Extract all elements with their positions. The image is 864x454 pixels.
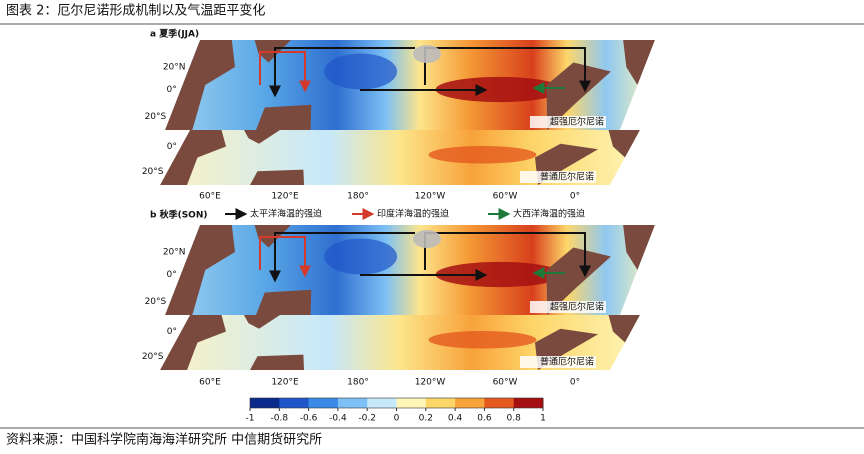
lon-label: 120°W — [415, 192, 446, 202]
convection-cloud — [413, 230, 441, 248]
colorbar-cell — [455, 398, 485, 408]
map-label-bg — [530, 301, 606, 313]
lon-label: 60°E — [199, 192, 221, 202]
colorbar-cell — [337, 398, 368, 408]
legend-label: 太平洋海温的强迫 — [250, 208, 322, 220]
colorbar-cell — [425, 398, 456, 408]
lon-label: 60°E — [199, 378, 221, 388]
map-label: 超强厄尔尼诺 — [550, 116, 604, 128]
land — [623, 40, 655, 85]
land — [244, 315, 280, 329]
lon-label: 120°E — [271, 378, 299, 388]
panel-label: b 秋季(SON) — [150, 209, 207, 221]
colorbar-tick-label: -1 — [246, 414, 255, 424]
lon-label: 180° — [347, 192, 369, 202]
land — [250, 169, 304, 185]
colorbar-tick-label: -0.8 — [271, 414, 289, 424]
colorbar-cell — [484, 398, 515, 408]
indian-arrow — [259, 236, 311, 278]
lon-label: 180° — [347, 378, 369, 388]
map-label-bg — [530, 116, 606, 128]
colorbar-cell — [367, 398, 397, 408]
colorbar-tick-label: -0.4 — [329, 414, 347, 424]
colorbar-tick-label: 0.4 — [448, 414, 463, 424]
map-label: 超强厄尔尼诺 — [550, 301, 604, 313]
colorbar-cell — [308, 398, 339, 408]
lat-label: 20°S — [142, 167, 164, 177]
warm-tongue — [435, 261, 563, 288]
map-label: 普通厄尔尼诺 — [540, 171, 594, 183]
cool-pool — [324, 238, 398, 275]
map-label: 普通厄尔尼诺 — [540, 356, 594, 368]
lat-label: 20°N — [163, 248, 186, 258]
land — [250, 354, 304, 370]
colorbar-tick-label: 0 — [394, 414, 400, 424]
panel-label: a 夏季(JJA) — [150, 28, 199, 40]
warm-tongue — [435, 76, 563, 103]
indian-arrow — [259, 51, 311, 93]
lat-label: 0° — [167, 270, 177, 280]
colorbar-tick-label: 1 — [540, 414, 546, 424]
lat-label: 0° — [167, 142, 177, 152]
warm-tongue — [428, 145, 537, 164]
map — [165, 40, 655, 130]
lon-label: 60°W — [493, 192, 518, 202]
convection-cloud — [413, 45, 441, 63]
colorbar-cell — [513, 398, 544, 408]
legend-label: 大西洋海温的强迫 — [513, 208, 585, 220]
map-label-bg — [520, 356, 596, 368]
cool-pool — [324, 53, 398, 90]
lat-label: 20°S — [142, 352, 164, 362]
colorbar-cell — [396, 398, 427, 408]
circulation-arrow — [424, 47, 591, 93]
figure-title: 图表 2：厄尔尼诺形成机制以及气温距平变化 — [6, 3, 265, 19]
colorbar-tick-label: 0.6 — [477, 414, 492, 424]
land — [608, 130, 640, 158]
circulation-arrow — [269, 232, 415, 283]
land — [608, 315, 640, 343]
source-note: 资料来源：中国科学院南海海洋研究所 中信期货研究所 — [6, 432, 322, 448]
land — [160, 315, 226, 370]
land — [546, 247, 611, 315]
land — [244, 130, 280, 144]
land — [160, 130, 226, 185]
map-label-bg — [520, 171, 596, 183]
lat-label: 0° — [167, 327, 177, 337]
lon-label: 60°W — [493, 378, 518, 388]
colorbar-tick-label: 0.2 — [419, 414, 433, 424]
lon-label: 120°E — [271, 192, 299, 202]
circulation-arrow — [269, 47, 415, 98]
warm-tongue — [428, 330, 537, 349]
lat-label: 20°S — [145, 112, 167, 122]
lat-label: 0° — [167, 85, 177, 95]
lon-label: 120°W — [415, 378, 446, 388]
land — [256, 104, 312, 130]
land — [165, 225, 235, 315]
legend-label: 印度洋海温的强迫 — [377, 208, 449, 220]
colorbar-tick-label: -0.2 — [358, 414, 376, 424]
land — [623, 225, 655, 270]
land — [165, 40, 235, 130]
lon-label: 0° — [570, 378, 580, 388]
lat-label: 20°N — [163, 63, 186, 73]
land — [256, 289, 312, 315]
colorbar-tick-label: -0.6 — [300, 414, 318, 424]
circulation-arrow — [424, 232, 591, 278]
land — [546, 62, 611, 130]
lat-label: 20°S — [145, 297, 167, 307]
colorbar-cell — [250, 398, 280, 408]
colorbar-tick-label: 0.8 — [507, 414, 522, 424]
lon-label: 0° — [570, 192, 580, 202]
colorbar-cell — [279, 398, 310, 408]
